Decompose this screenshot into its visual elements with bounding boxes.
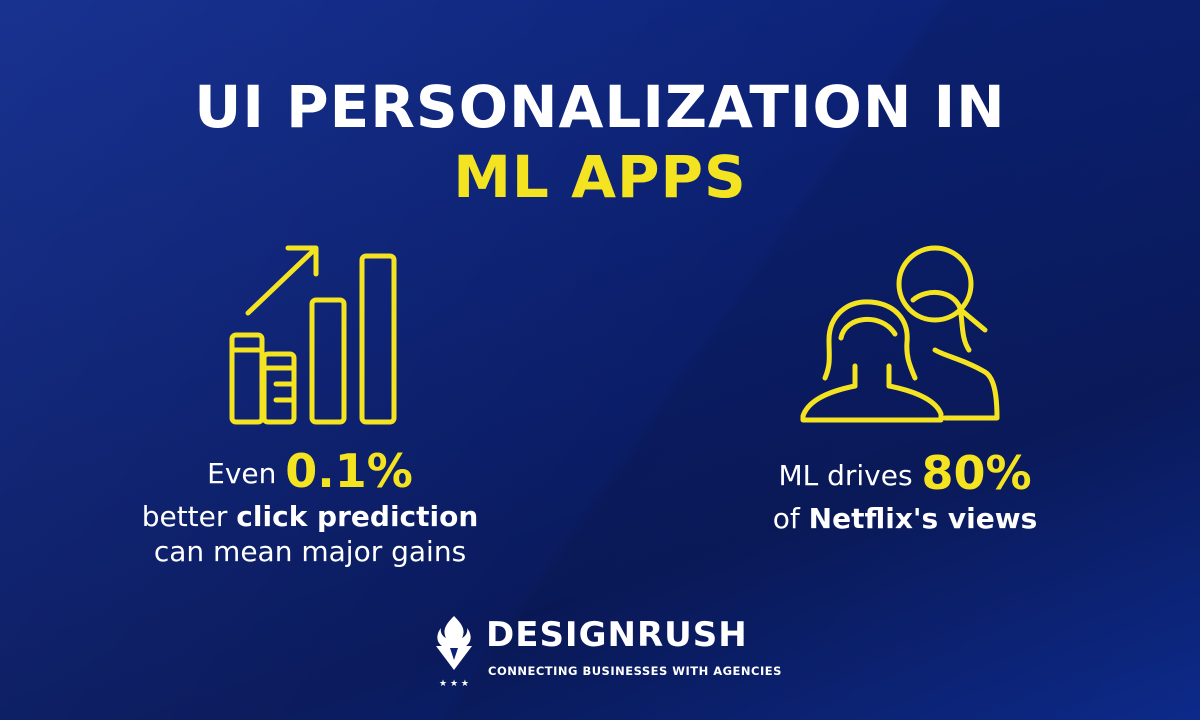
stat-right-line2-regular: of <box>772 501 800 535</box>
stat-right-line-2: of Netflix's views <box>730 501 1080 536</box>
stat-left-line2-regular: better <box>141 499 228 533</box>
stat-right-value: 80% <box>921 446 1032 500</box>
brand-name: DESIGNRUSH <box>486 615 748 655</box>
stat-left-line-1: Even 0.1% <box>100 443 520 501</box>
stat-left-value: 0.1% <box>285 444 413 498</box>
stat-right-line2-bold: Netflix's views <box>808 501 1038 535</box>
title-line-2: ML APPS <box>453 143 747 211</box>
people-search-icon <box>800 245 1000 423</box>
stat-netflix-views: ML drives 80% of Netflix's views <box>730 445 1080 536</box>
title-line-1: UI PERSONALIZATION IN <box>194 73 1006 141</box>
stat-click-prediction: Even 0.1% better click prediction can me… <box>100 443 520 569</box>
brand-tagline: CONNECTING BUSINESSES WITH AGENCIES <box>488 664 782 678</box>
stat-right-prefix: ML drives <box>778 459 913 492</box>
designrush-logo: ★ ★ ★ DESIGNRUSH CONNECTING BUSINESSES W… <box>432 612 781 692</box>
stat-left-line-2: better click prediction <box>100 499 520 534</box>
bar-chart-growth-icon <box>229 245 397 425</box>
stat-right-line-1: ML drives 80% <box>730 445 1080 503</box>
stat-left-line2-bold: click prediction <box>236 499 479 533</box>
svg-text:★ ★ ★: ★ ★ ★ <box>439 679 469 689</box>
stat-left-line-3: can mean major gains <box>153 534 467 568</box>
stat-left-prefix: Even <box>207 457 277 490</box>
designrush-flame-shield-icon: ★ ★ ★ <box>436 616 472 689</box>
